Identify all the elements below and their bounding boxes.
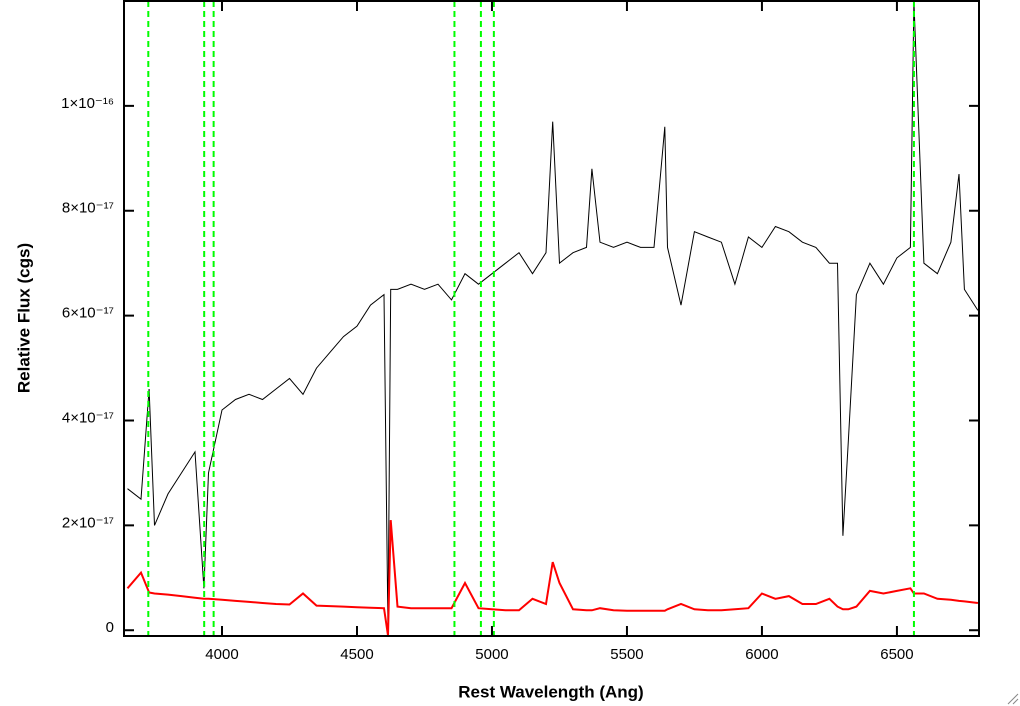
- x-tick-label: 5000: [475, 646, 508, 663]
- x-tick-label: 4000: [205, 646, 238, 663]
- spectrum-line: [127, 1, 979, 631]
- y-tick-label: 8×10⁻¹⁷: [62, 200, 114, 217]
- plot-frame: [123, 0, 980, 637]
- x-tick-label: 6500: [880, 646, 913, 663]
- y-tick-label: 1×10⁻¹⁶: [61, 95, 114, 112]
- y-axis-title: Relative Flux (cgs): [14, 243, 33, 393]
- spectrum-line: [126, 520, 979, 636]
- resize-grip: [1007, 693, 1019, 705]
- x-tick-label: 6000: [745, 646, 778, 663]
- x-tick-label: 5500: [610, 646, 643, 663]
- y-tick-label: 0: [106, 619, 114, 636]
- x-tick-label: 4500: [340, 646, 373, 663]
- x-axis-title: Rest Wavelength (Ang): [458, 682, 643, 701]
- y-tick-label: 4×10⁻¹⁷: [62, 409, 114, 426]
- plot-area: [126, 1, 979, 636]
- y-tick-label: 6×10⁻¹⁷: [62, 305, 114, 322]
- y-tick-label: 2×10⁻¹⁷: [62, 514, 114, 531]
